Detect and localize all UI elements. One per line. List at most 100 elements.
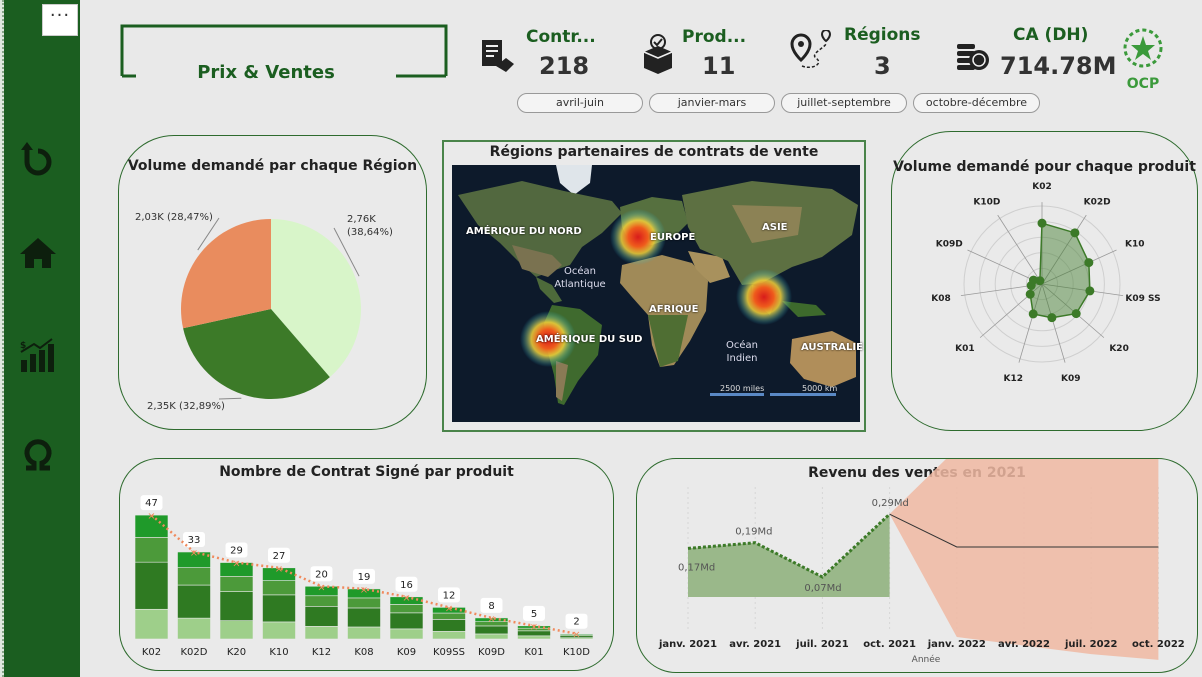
bar-value-label: 33 <box>188 535 201 546</box>
radar-category-label: K09 SS <box>1125 294 1160 304</box>
bar-segment[interactable] <box>262 621 296 640</box>
revenue-card: Revenu des ventes en 2021 0,17Md 0,19Md 0,… <box>636 458 1198 673</box>
x-axis-tick-label: avr. 2021 <box>729 639 781 650</box>
radar-point[interactable] <box>1084 258 1094 268</box>
coins-icon <box>955 40 991 72</box>
bar-segment[interactable] <box>134 561 169 610</box>
world-map[interactable] <box>452 165 860 422</box>
revenue-line <box>687 513 891 579</box>
map-label-indian-2: Indien <box>726 353 758 364</box>
bar-category-label: K09 <box>397 647 416 658</box>
bar-segment[interactable] <box>347 607 381 628</box>
bar-value-label: 47 <box>145 498 158 509</box>
radar-point[interactable] <box>1037 218 1047 228</box>
bar-segment[interactable] <box>559 633 594 635</box>
bar-segment[interactable] <box>389 604 424 614</box>
pie-data-label: 2,03K (28,47%) <box>135 212 213 223</box>
heatmap-europe[interactable] <box>610 209 666 265</box>
bar-value-label-bg <box>480 597 503 613</box>
bar-value-label-bg <box>310 566 333 582</box>
revenue-data-label: 0,17Md <box>678 562 715 573</box>
radar-point[interactable] <box>1071 309 1081 319</box>
bar-segment[interactable] <box>432 619 466 632</box>
radar-point[interactable] <box>1025 289 1035 299</box>
radar-point[interactable] <box>1070 228 1080 238</box>
bar-segment[interactable] <box>347 626 381 640</box>
radar-point[interactable] <box>1035 276 1045 286</box>
revenue-data-label: 0,07Md <box>804 583 841 594</box>
bar-segment[interactable] <box>304 595 339 607</box>
bar-category-label: K08 <box>354 647 373 658</box>
bar-segment[interactable] <box>304 585 339 597</box>
revenue-data-label: 0,29Md <box>872 498 909 509</box>
bar-segment[interactable] <box>262 594 296 623</box>
bar-segment[interactable] <box>517 635 551 640</box>
filter-juillet-septembre[interactable]: juillet-septembre <box>781 93 907 113</box>
kpi-contracts-label: Contr... <box>526 27 596 47</box>
filter-octobre-decembre[interactable]: octobre-décembre <box>913 93 1040 113</box>
heatmap-south-america[interactable] <box>520 311 576 367</box>
pie-slice[interactable] <box>183 309 330 399</box>
revenue-chart: 0,17Md 0,19Md 0,07Md 0,29Md janv. 2021 avr. 2… <box>658 459 1185 665</box>
revenue-data-label: 0,19Md <box>735 527 772 538</box>
radar-axis <box>1041 283 1124 297</box>
filter-janvier-mars[interactable]: janvier-mars <box>649 93 775 113</box>
bar-segment[interactable] <box>134 537 169 563</box>
filter-avril-juin[interactable]: avril-juin <box>517 93 643 113</box>
trend-marker: × <box>530 622 538 633</box>
radar-category-label: K08 <box>931 294 951 304</box>
radar-point[interactable] <box>1028 309 1038 319</box>
map-label-atlantic-2: Atlantique <box>554 279 606 290</box>
radar-category-label: K10D <box>973 198 1000 208</box>
bar-segment[interactable] <box>262 580 296 596</box>
bar-segment[interactable] <box>474 625 509 635</box>
bar-segment[interactable] <box>134 514 169 538</box>
bar-segment[interactable] <box>134 608 169 640</box>
radar-category-label: K01 <box>955 344 975 354</box>
x-axis-tick-label: oct. 2022 <box>1132 639 1185 650</box>
bar-segment[interactable] <box>177 617 211 640</box>
radar-point[interactable] <box>1085 286 1095 296</box>
bar-segment[interactable] <box>219 620 254 640</box>
pie-slice[interactable] <box>181 219 271 329</box>
map-label-indian-1: Océan <box>726 340 758 351</box>
pie-card-title: Volume demandé par chaque Région <box>127 158 418 174</box>
map-label-africa: AFRIQUE <box>649 304 699 315</box>
more-options-button[interactable]: ··· <box>42 4 78 36</box>
trend-marker: × <box>487 614 495 625</box>
refresh-icon[interactable] <box>18 138 58 178</box>
bar-card-title: Nombre de Contrat Signé par produit <box>219 464 514 480</box>
bar-segment[interactable] <box>474 633 509 640</box>
bar-segment[interactable] <box>219 591 254 621</box>
bar-segment[interactable] <box>177 584 211 619</box>
x-axis-title: Année <box>912 654 941 665</box>
bar-segment[interactable] <box>177 567 211 586</box>
map-label-europe: EUROPE <box>650 232 696 243</box>
bar-value-label-bg <box>353 568 375 584</box>
home-icon[interactable] <box>18 234 58 274</box>
radar-point[interactable] <box>1047 313 1057 323</box>
pie-slice[interactable] <box>271 219 361 378</box>
radar-category-label: K09 <box>1061 374 1081 384</box>
map-scale-km: 5000 km <box>802 384 838 393</box>
map-label-south-america: AMÉRIQUE DU SUD <box>536 334 643 345</box>
omega-icon[interactable] <box>18 434 58 474</box>
bar-segment[interactable] <box>389 612 424 630</box>
bar-segment[interactable] <box>219 575 254 592</box>
kpi-products-value: 11 <box>702 52 736 80</box>
bar-segment[interactable] <box>474 617 509 623</box>
contract-icon <box>478 36 518 76</box>
bar-segment[interactable] <box>304 626 339 640</box>
kpi-regions-label: Régions <box>844 25 921 45</box>
bar-segment[interactable] <box>304 606 339 627</box>
bar-value-label: 12 <box>443 590 456 601</box>
heatmap-asia[interactable] <box>736 269 792 325</box>
radar-chart: K02 K02D K10 K09 SS K20 K09 K12 K01 K08 K09D K10D <box>931 182 1160 384</box>
bar-segment[interactable] <box>389 628 424 640</box>
bar-segment[interactable] <box>347 597 381 609</box>
window-left-edge <box>0 0 4 677</box>
bar-segment[interactable] <box>432 631 466 640</box>
bar-chart-growth-icon[interactable]: $ <box>18 336 58 376</box>
bar-value-label: 27 <box>273 551 286 562</box>
map-label-atlantic-1: Océan <box>564 266 596 277</box>
